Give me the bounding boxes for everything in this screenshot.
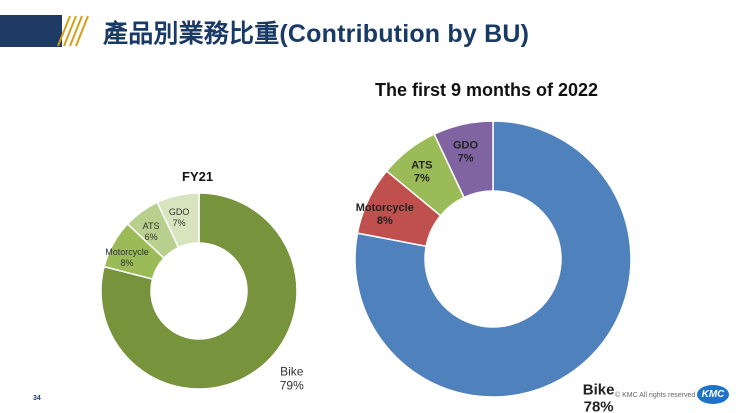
y2022-value-gdo: 7% (458, 152, 474, 164)
fy21-value-motorcycle: 8% (121, 258, 134, 268)
y2022-value-ats: 7% (414, 173, 430, 185)
fy21-value-bike: 79% (280, 379, 304, 393)
y2022-label-bike: Bike (583, 381, 615, 398)
y2022-label-motorcycle: Motorcycle (356, 202, 414, 214)
y2022-value-bike: 78% (584, 398, 614, 413)
fy21-label-motorcycle: Motorcycle (105, 247, 149, 257)
copyright-text: © KMC All rights reserved (615, 392, 696, 399)
fy21-value-ats: 6% (145, 232, 158, 242)
fy21-slice-gdo (156, 192, 200, 249)
fy21-label-bike: Bike (280, 365, 304, 379)
y2022-slice-bike (354, 120, 632, 398)
fy21-label-ats: ATS (143, 221, 160, 231)
fy21-slice-bike (100, 192, 298, 390)
y2022-slice-gdo (433, 120, 494, 199)
fy21-value-gdo: 7% (173, 218, 186, 228)
page-title: 產品別業務比重(Contribution by BU) (103, 20, 530, 48)
y2022-label-gdo: GDO (453, 139, 479, 151)
fy21-label-gdo: GDO (169, 207, 190, 217)
fy21-chart-title: FY21 (182, 169, 214, 184)
kmc-logo: KMC (697, 385, 729, 404)
header-stripes-decoration (57, 15, 89, 47)
y2022-value-motorcycle: 8% (377, 215, 393, 227)
header-accent-bar (0, 15, 62, 47)
2022-chart-title: The first 9 months of 2022 (375, 80, 599, 100)
y2022-label-ats: ATS (411, 160, 432, 172)
page-number: 34 (33, 395, 41, 402)
